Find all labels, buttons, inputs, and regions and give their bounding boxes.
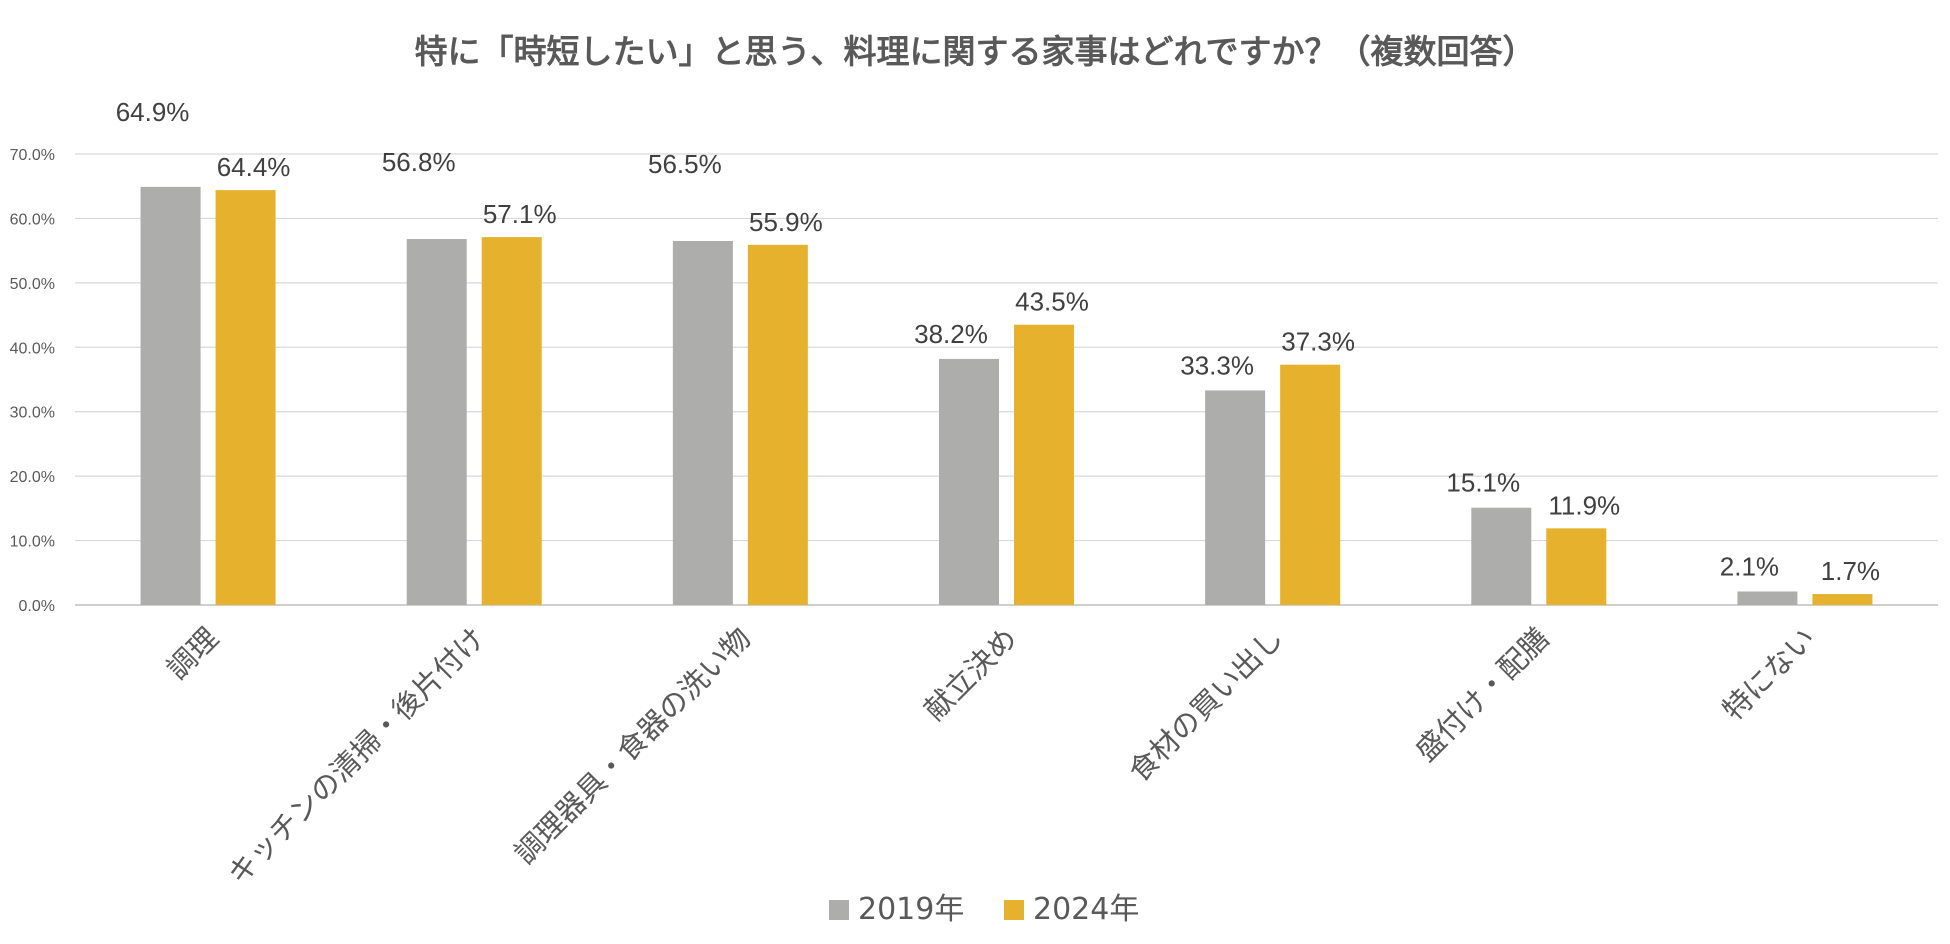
data-label: 55.9% (749, 207, 823, 237)
data-label: 43.5% (1015, 287, 1089, 317)
data-label: 1.7% (1821, 556, 1880, 586)
data-label: 64.4% (217, 152, 291, 182)
y-tick-label: 50.0% (10, 276, 55, 293)
bar-2019年-4 (1205, 390, 1266, 605)
bar-2024年-3 (1014, 324, 1074, 605)
y-tick-label: 70.0% (10, 147, 55, 164)
legend-label: 2019年 (858, 892, 964, 927)
x-category-label: 調理 (160, 621, 225, 686)
x-category-label: 献立決め (917, 621, 1023, 727)
data-label: 56.8% (382, 147, 456, 177)
data-label: 38.2% (914, 319, 988, 349)
bar-2024年-0 (215, 190, 276, 605)
bar-2019年-2 (672, 240, 733, 605)
bar-2024年-2 (747, 244, 808, 605)
data-label: 57.1% (483, 199, 557, 229)
x-category-label: 調理器具・食器の洗い物 (508, 621, 758, 871)
bar-2024年-1 (481, 237, 542, 605)
y-tick-label: 40.0% (10, 340, 55, 357)
y-tick-label: 10.0% (10, 534, 55, 551)
data-labels: 64.9% 64.4% 56.8% 57.1% 56.5% 55.9% 38.2% 43.5%… (116, 97, 1880, 586)
x-category-label: キッチンの清掃・後片付け (221, 621, 491, 891)
legend-swatch (829, 900, 849, 920)
y-tick-label: 20.0% (10, 469, 55, 486)
bars (140, 186, 1873, 605)
x-category-label: 盛付け・配膳 (1409, 621, 1556, 768)
bar-2024年-5 (1546, 528, 1607, 605)
data-label: 33.3% (1180, 350, 1254, 380)
bar-2019年-0 (140, 186, 201, 605)
bar-2019年-5 (1471, 507, 1532, 605)
legend: 2019年 2024年 (829, 892, 1139, 927)
x-category-label: 食材の買い出し (1122, 621, 1290, 789)
bar-2024年-6 (1812, 594, 1873, 605)
y-tick-label: 0.0% (19, 598, 55, 615)
data-label: 15.1% (1446, 468, 1520, 498)
chart-title: 特に「時短したい」と思う、料理に関する家事はどれですか？（複数回答） (414, 32, 1535, 71)
data-label: 11.9% (1548, 490, 1620, 520)
y-tick-label: 30.0% (10, 405, 55, 422)
x-category-label: 特にない (1716, 621, 1822, 727)
legend-swatch (1004, 900, 1024, 920)
bar-2019年-3 (939, 358, 999, 605)
data-label: 2.1% (1720, 551, 1779, 581)
gridlines (75, 153, 1938, 606)
bar-2024年-4 (1280, 364, 1341, 605)
y-tick-label: 60.0% (10, 211, 55, 228)
bar-2019年-6 (1737, 591, 1798, 605)
legend-label: 2024年 (1033, 892, 1139, 927)
data-label: 37.3% (1281, 327, 1355, 357)
bar-2019年-1 (406, 239, 467, 605)
data-label: 64.9% (116, 97, 190, 127)
y-axis-ticks: 0.0% 10.0% 20.0% 30.0% 40.0% 50.0% 60.0% 70.0% (10, 147, 55, 615)
data-label: 56.5% (648, 149, 722, 179)
